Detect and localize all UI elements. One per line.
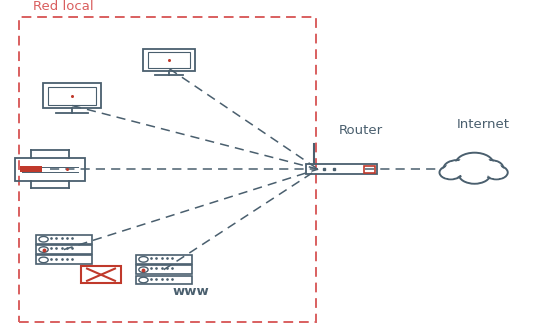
Circle shape bbox=[456, 153, 493, 176]
Text: Internet: Internet bbox=[456, 118, 509, 131]
Circle shape bbox=[487, 166, 506, 178]
Circle shape bbox=[458, 154, 491, 174]
Circle shape bbox=[443, 160, 471, 177]
Text: Red local: Red local bbox=[33, 0, 94, 13]
Circle shape bbox=[478, 160, 503, 176]
Circle shape bbox=[458, 164, 491, 184]
FancyBboxPatch shape bbox=[20, 166, 42, 173]
Text: www: www bbox=[172, 285, 209, 298]
Circle shape bbox=[485, 165, 508, 179]
Circle shape bbox=[461, 166, 488, 182]
Circle shape bbox=[480, 161, 501, 174]
Text: Router: Router bbox=[339, 124, 383, 137]
Circle shape bbox=[446, 161, 469, 175]
Circle shape bbox=[441, 166, 461, 178]
Circle shape bbox=[440, 165, 462, 179]
